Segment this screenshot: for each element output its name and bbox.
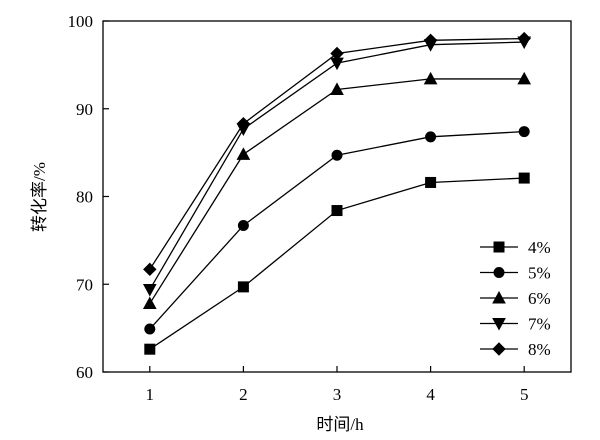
legend-label: 4% (528, 238, 551, 257)
series-markers (142, 31, 532, 355)
legend-label: 8% (528, 340, 551, 359)
legend-label: 5% (528, 264, 551, 283)
x-tick-label: 5 (520, 385, 529, 404)
data-point-series-2 (144, 323, 156, 335)
legend: 4% 5% 6% 7% 8% (480, 238, 551, 359)
y-axis-label: 转化率/% (30, 162, 49, 232)
x-tick-label: 2 (239, 385, 248, 404)
legend-marker (493, 267, 505, 278)
y-tick-label: 60 (76, 363, 93, 382)
data-point-series-5 (236, 116, 251, 131)
data-point-series-2 (425, 131, 437, 143)
data-point-series-1 (331, 205, 343, 217)
series-line-1 (149, 177, 525, 350)
data-point-series-1 (237, 281, 249, 293)
legend-label: 7% (528, 315, 551, 334)
data-point-series-3 (236, 147, 251, 160)
data-point-series-5 (517, 31, 531, 46)
x-tick-label: 3 (333, 385, 342, 404)
y-tick-label: 80 (76, 188, 93, 207)
y-tick-label: 90 (76, 100, 93, 119)
data-point-series-4 (142, 284, 157, 297)
series-line-3 (149, 78, 525, 304)
data-point-series-1 (144, 343, 156, 355)
data-point-series-5 (423, 33, 438, 48)
data-point-series-3 (423, 71, 438, 85)
series-line-2 (149, 130, 525, 330)
data-point-series-1 (518, 172, 530, 184)
data-point-series-2 (237, 219, 249, 231)
data-point-series-2 (518, 126, 530, 138)
ticks: 1 2 3 4 5 60 70 80 90 100 (68, 12, 529, 404)
data-point-series-1 (425, 176, 437, 188)
data-point-series-3 (330, 82, 344, 95)
y-tick-label: 100 (68, 12, 94, 31)
data-point-series-5 (330, 46, 344, 61)
data-point-series-3 (142, 296, 157, 310)
data-point-series-5 (143, 262, 157, 277)
x-axis-label: 时间/h (316, 415, 364, 434)
x-tick-label: 4 (426, 385, 435, 404)
data-point-series-2 (331, 149, 343, 161)
legend-label: 6% (528, 289, 551, 308)
legend-marker (492, 290, 506, 304)
legend-marker (492, 342, 506, 356)
legend-marker (493, 241, 505, 253)
x-tick-label: 1 (146, 385, 155, 404)
y-tick-label: 70 (76, 275, 93, 294)
legend-marker (492, 318, 506, 331)
data-point-series-3 (517, 71, 532, 85)
